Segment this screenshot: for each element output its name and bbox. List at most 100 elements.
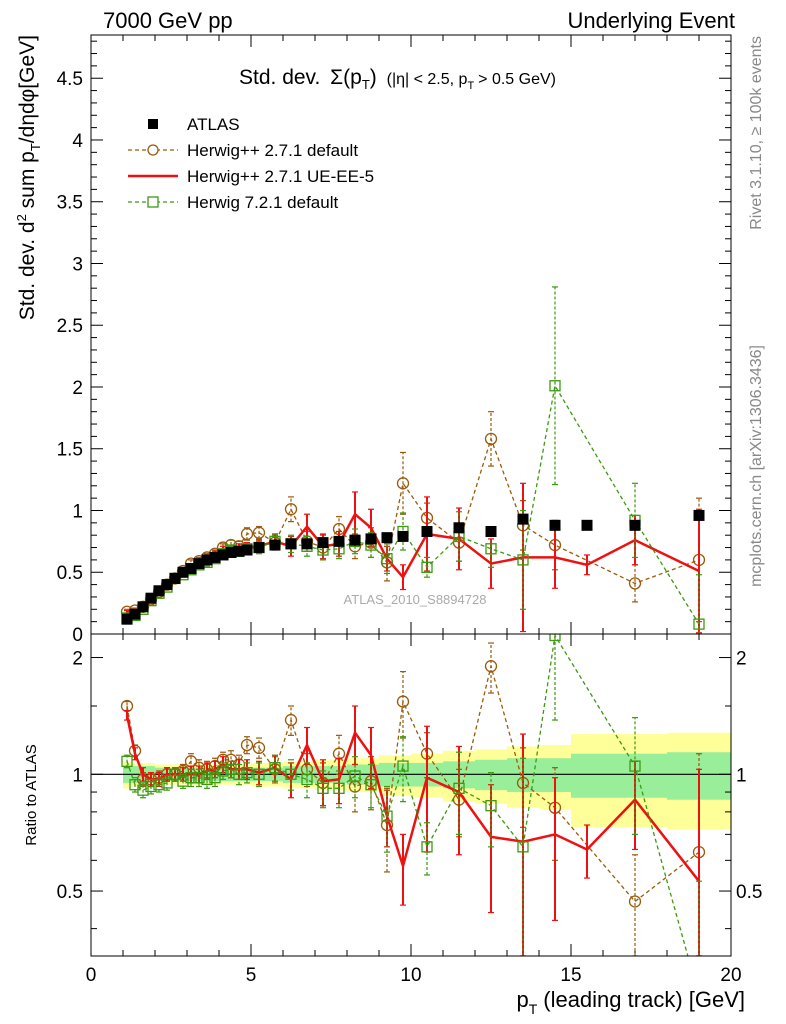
main-ytick-label: 4	[72, 131, 83, 152]
ratio-point-herwig721-default	[217, 765, 229, 777]
main-point-atlas	[233, 545, 245, 557]
ratio-point-herwig721-default	[317, 782, 329, 794]
main-ytick-label: 2.5	[57, 316, 83, 337]
ratio-point-herwig721-default	[269, 762, 281, 774]
main-point-herwig721-default	[693, 618, 705, 630]
ratio-ytick-label-right: 1	[736, 765, 747, 786]
ratio-ytick-label: 2	[72, 649, 83, 670]
legend-label-herwig721-default: Herwig 7.2.1 default	[187, 193, 338, 212]
ratio-point-herwig721-default	[201, 773, 213, 786]
analysis-watermark: ATLAS_2010_S8894728	[344, 592, 487, 607]
main-ylabel: Std. dev. d2 sum pT/dηdφ[GeV]	[14, 35, 43, 320]
ratio-ylabel: Ratio to ATLAS	[23, 744, 40, 845]
main-point-atlas	[301, 538, 313, 550]
ratio-point-herwig271-default	[628, 895, 642, 908]
ratio-point-herwig721-default	[209, 772, 221, 784]
ratio-point-herwig721-default	[629, 760, 641, 772]
ratio-point-herwig721-default	[381, 810, 393, 822]
legend-entry-herwig721-default: Herwig 7.2.1 default	[128, 193, 338, 212]
main-ytick-label: 0.5	[57, 563, 83, 584]
main-ytick-label: 3	[72, 254, 83, 275]
ratio-point-herwig721-default	[193, 772, 205, 784]
ratio-ytick-label: 0.5	[57, 882, 83, 903]
main-point-atlas	[485, 525, 497, 537]
legend-label-herwig271-ueee5: Herwig++ 2.7.1 UE-EE-5	[187, 167, 374, 186]
legend-entry-atlas: ATLAS	[148, 115, 240, 134]
main-ytick-label: 2	[72, 378, 83, 399]
main-ytick-label: 3.5	[57, 193, 83, 214]
main-ytick-label: 0	[72, 625, 83, 646]
ratio-point-herwig721-default	[121, 755, 133, 767]
main-point-herwig721-default	[421, 561, 433, 573]
main-title: Std. dev. Σ(pT) (|η| < 2.5, pT > 0.5 GeV)	[239, 66, 556, 92]
ratio-point-herwig721-default	[549, 634, 561, 642]
main-ytick-label: 4.5	[57, 69, 83, 90]
ratio-ytick-label-right: 0.5	[736, 882, 762, 903]
ratio-point-herwig721-default	[301, 773, 313, 786]
ratio-point-herwig721-default	[365, 779, 377, 791]
main-point-atlas	[137, 601, 149, 613]
mcplots-label: mcplots.cern.ch [arXiv:1306.3436]	[748, 345, 765, 587]
main-point-herwig271-default	[628, 577, 642, 590]
ratio-point-herwig271-default	[252, 741, 266, 754]
x-tick-label: 5	[246, 965, 257, 986]
legend: ATLAS Herwig++ 2.7.1 default Herwig++ 2.…	[128, 115, 374, 212]
ratio-point-herwig721-default	[485, 800, 497, 812]
main-point-herwig271-default	[240, 527, 254, 541]
ratio-point-herwig721-default	[349, 770, 361, 782]
main-point-herwig271-default	[484, 432, 498, 446]
main-point-atlas	[253, 542, 265, 554]
ratio-point-herwig721-default	[285, 768, 297, 780]
legend-entry-herwig271-ueee5: Herwig++ 2.7.1 UE-EE-5	[128, 167, 374, 186]
main-line-herwig271-default	[126, 436, 700, 613]
main-point-atlas	[185, 563, 197, 575]
main-point-herwig721-default	[485, 543, 497, 555]
main-point-atlas	[397, 530, 409, 542]
ratio-point-herwig721-default	[153, 779, 165, 791]
main-point-atlas	[201, 554, 213, 566]
ratio-ytick-label: 1	[72, 765, 83, 786]
legend-marker-atlas	[148, 119, 158, 129]
ratio-line-herwig271-default	[126, 666, 700, 903]
main-point-atlas	[629, 519, 641, 531]
main-point-herwig721-default	[549, 380, 561, 392]
ratio-point-herwig721-default	[177, 775, 189, 787]
legend-label-atlas: ATLAS	[187, 115, 240, 134]
main-point-atlas	[177, 566, 189, 578]
main-point-herwig271-default	[396, 477, 410, 490]
main-point-atlas	[145, 592, 157, 604]
main-line-herwig721-default	[126, 383, 700, 625]
ratio-ytick-label-right: 2	[736, 649, 747, 670]
ratio-panel-series	[120, 634, 706, 956]
main-point-atlas	[381, 532, 393, 544]
ratio-point-herwig721-default	[453, 782, 465, 794]
main-point-atlas	[193, 558, 205, 570]
main-point-atlas	[285, 538, 297, 550]
main-point-herwig271-default	[284, 503, 298, 516]
rivet-label: Rivet 3.1.10, ≥ 100k events	[748, 36, 765, 230]
ratio-panel-frame	[90, 633, 732, 957]
main-point-atlas	[209, 551, 221, 563]
main-ytick-label: 1.5	[57, 440, 83, 461]
main-point-atlas	[333, 535, 345, 547]
main-point-atlas	[517, 513, 529, 525]
x-tick-label: 20	[720, 965, 741, 986]
ratio-point-herwig721-default	[333, 782, 345, 794]
ratio-point-herwig721-default	[185, 772, 197, 784]
main-point-atlas	[549, 519, 561, 531]
main-point-atlas	[349, 534, 361, 546]
main-panel-series	[120, 286, 706, 634]
main-point-atlas	[317, 537, 329, 549]
ratio-point-herwig721-default	[145, 780, 157, 793]
main-point-herwig721-default	[517, 554, 529, 566]
main-point-atlas	[693, 509, 705, 521]
main-point-atlas	[161, 579, 173, 591]
main-point-atlas	[169, 572, 181, 584]
ratio-line-herwig271-ueee5	[125, 714, 700, 882]
ratio-point-herwig271-default	[396, 695, 410, 708]
main-point-atlas	[269, 539, 281, 551]
header-right: Underlying Event	[567, 8, 735, 33]
main-point-atlas	[225, 546, 237, 558]
ratio-point-herwig271-default	[240, 738, 254, 752]
